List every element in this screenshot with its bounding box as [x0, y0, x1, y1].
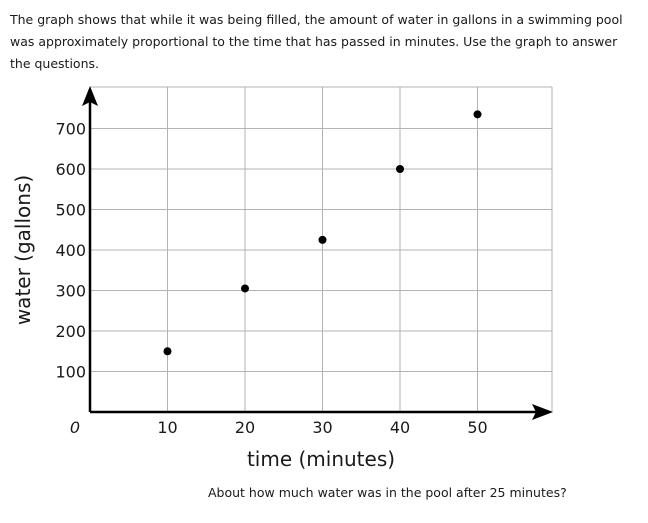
data-point — [396, 165, 404, 173]
question-text: About how much water was in the pool aft… — [208, 485, 567, 500]
y-tick-label: 600 — [55, 160, 86, 179]
x-tick-label: 50 — [467, 418, 487, 437]
y-tick-label: 700 — [55, 120, 86, 139]
x-axis-label: time (minutes) — [247, 447, 395, 471]
y-tick-label: 300 — [55, 282, 86, 301]
chart-grid — [90, 86, 553, 412]
y-tick-label: 200 — [55, 322, 86, 341]
data-point — [241, 284, 249, 293]
y-tick-label: 100 — [55, 363, 86, 382]
y-tick-label: 500 — [55, 201, 86, 220]
y-axis-arrow — [82, 86, 98, 106]
x-tick-label: 10 — [157, 418, 177, 437]
data-point — [318, 235, 327, 244]
x-tick-label: 40 — [390, 418, 410, 437]
origin-label: 0 — [70, 418, 80, 437]
intro-text: The graph shows that while it was being … — [10, 12, 623, 71]
y-axis-label: water (gallons) — [11, 175, 35, 325]
data-point — [163, 347, 172, 356]
y-tick-label: 400 — [55, 241, 86, 260]
chart-axes — [82, 86, 553, 420]
x-tick-label: 20 — [235, 418, 255, 437]
scatter-chart: 10 20 30 40 50 100 200 300 400 500 600 700 0 time (… — [11, 86, 553, 471]
data-points — [163, 110, 482, 356]
x-axis-arrow — [532, 404, 553, 420]
data-point — [473, 110, 482, 119]
chart-ticks: 10 20 30 40 50 100 200 300 400 500 600 700 — [55, 120, 487, 438]
x-tick-label: 30 — [312, 418, 332, 437]
